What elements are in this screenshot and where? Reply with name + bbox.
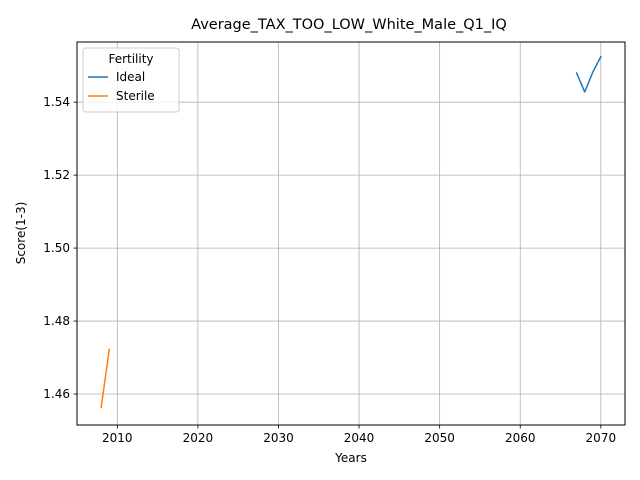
x-axis-label: Years (334, 451, 367, 465)
x-tick-label: 2070 (586, 431, 617, 445)
plot-frame (76, 41, 626, 426)
y-tick-label: 1.52 (43, 168, 70, 182)
y-tick-label: 1.54 (43, 95, 70, 109)
y-axis-label: Score(1-3) (14, 202, 28, 265)
series-line-ideal (575, 55, 602, 93)
series-lines (100, 55, 602, 409)
x-tick-label: 2050 (424, 431, 455, 445)
x-tick-label: 2060 (505, 431, 536, 445)
x-tick-label: 2040 (344, 431, 375, 445)
legend-title: Fertility (108, 52, 153, 66)
x-tick-label: 2010 (102, 431, 133, 445)
y-tick-label: 1.46 (43, 387, 70, 401)
x-axis-ticks: 2010 2020 2030 2040 2050 2060 2070 (102, 425, 616, 445)
x-tick-label: 2020 (183, 431, 214, 445)
series-line-sterile (100, 348, 111, 409)
legend-label-sterile: Sterile (116, 89, 155, 103)
y-tick-label: 1.50 (43, 241, 70, 255)
legend: Fertility Ideal Sterile (82, 47, 180, 113)
x-tick-label: 2030 (263, 431, 294, 445)
chart-title: Average_TAX_TOO_LOW_White_Male_Q1_IQ (191, 17, 507, 33)
y-axis-ticks: 1.46 1.48 1.50 1.52 1.54 (43, 95, 77, 401)
y-tick-label: 1.48 (43, 314, 70, 328)
legend-label-ideal: Ideal (116, 70, 145, 84)
